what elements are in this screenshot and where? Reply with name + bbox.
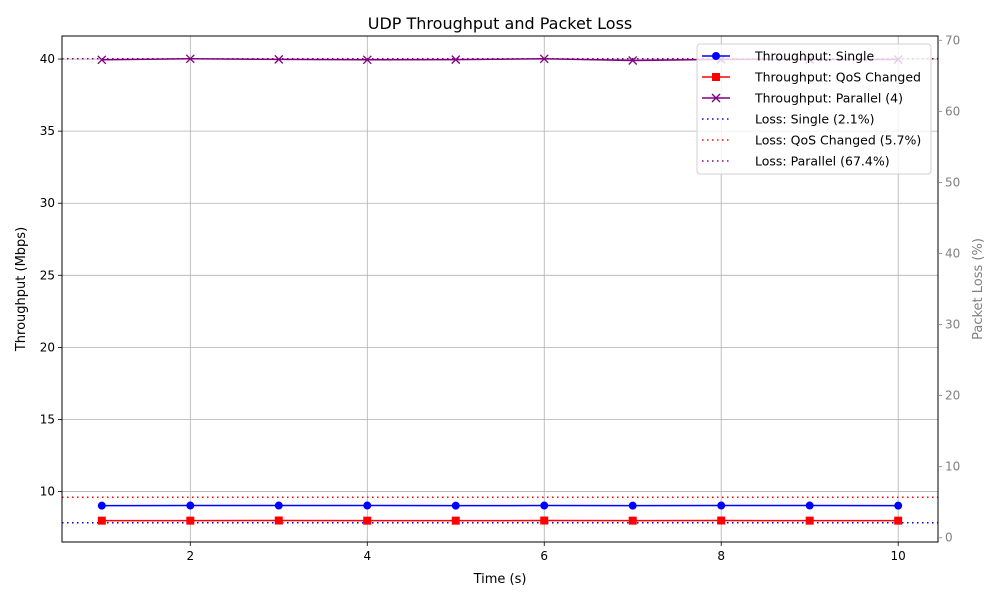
data-point [186, 502, 194, 510]
y2-tick-label: 40 [945, 246, 960, 260]
legend-label: Loss: Parallel (67.4%) [755, 154, 890, 169]
x-tick-label: 6 [540, 549, 548, 563]
y2-tick-label: 50 [945, 175, 960, 189]
y-axis-label: Throughput (Mbps) [14, 227, 29, 352]
series-group [98, 502, 902, 510]
data-point [629, 517, 637, 525]
data-point [806, 502, 814, 510]
data-point [717, 502, 725, 510]
y-tick-label: 35 [40, 124, 55, 138]
legend-marker [712, 52, 720, 60]
y2-tick-label: 30 [945, 318, 960, 332]
x-axis-ticks: 2 4 6 8 10 [186, 542, 905, 563]
data-point [717, 517, 725, 525]
x-tick-label: 2 [186, 549, 194, 563]
data-point [275, 502, 283, 510]
legend-label: Throughput: Single [754, 49, 875, 64]
legend-marker [712, 73, 720, 81]
data-point [806, 517, 814, 525]
y2-tick-label: 60 [945, 104, 960, 118]
data-point [894, 517, 902, 525]
y2-axis-label: Packet Loss (%) [971, 238, 986, 340]
y-tick-label: 40 [40, 52, 55, 66]
data-point [186, 517, 194, 525]
data-point [540, 517, 548, 525]
x-tick-label: 10 [891, 549, 906, 563]
y2-axis-ticks: 0 10 20 30 40 50 60 70 [938, 33, 960, 544]
legend-label: Throughput: QoS Changed [754, 70, 921, 85]
x-axis-label: Time (s) [473, 572, 527, 587]
legend-label: Throughput: Parallel (4) [754, 91, 903, 106]
y2-tick-label: 20 [945, 389, 960, 403]
y-tick-label: 10 [40, 485, 55, 499]
y2-tick-label: 10 [945, 460, 960, 474]
data-point [363, 502, 371, 510]
y-axis-ticks: 10 15 20 25 30 35 40 [40, 52, 62, 498]
y-tick-label: 20 [40, 340, 55, 354]
y-tick-label: 15 [40, 412, 55, 426]
data-point [98, 517, 106, 525]
legend: Throughput: Single Throughput: QoS Change… [697, 44, 931, 174]
data-point [98, 502, 106, 510]
data-point [894, 502, 902, 510]
data-point [629, 502, 637, 510]
chart-title: UDP Throughput and Packet Loss [368, 14, 633, 33]
x-tick-label: 8 [717, 549, 725, 563]
y2-tick-label: 0 [945, 531, 953, 545]
data-point [363, 517, 371, 525]
x-tick-label: 4 [363, 549, 371, 563]
y-tick-label: 25 [40, 268, 55, 282]
legend-label: Loss: QoS Changed (5.7%) [755, 133, 921, 148]
data-point [452, 502, 460, 510]
data-point [452, 517, 460, 525]
y2-tick-label: 70 [945, 33, 960, 47]
data-point [540, 502, 548, 510]
y-tick-label: 30 [40, 196, 55, 210]
legend-label: Loss: Single (2.1%) [755, 112, 875, 127]
data-point [275, 517, 283, 525]
